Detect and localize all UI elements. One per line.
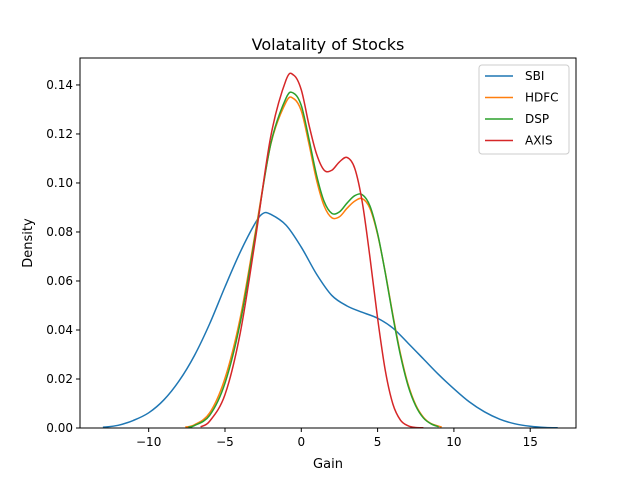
legend-label-dsp: DSP [525,112,549,126]
y-tick-label: 0.04 [46,323,73,337]
legend-label-sbi: SBI [525,69,544,83]
legend-items: SBI HDFC DSP AXIS [485,69,559,148]
x-tick-label: −5 [216,435,234,449]
y-tick-label: 0.02 [46,372,73,386]
series-line-sbi [102,211,558,429]
legend: SBI HDFC DSP AXIS [478,64,570,155]
series-layer [102,72,558,429]
legend-label-hdfc: HDFC [525,91,559,105]
legend-box [478,64,570,155]
x-axis: −10 −5 0 5 10 15 [136,428,538,449]
x-tick-label: 0 [297,435,305,449]
series-line-hdfc [185,96,442,428]
y-tick-label: 0.12 [46,127,73,141]
series-line-dsp [188,91,439,428]
series-line-axis [200,72,424,429]
y-tick-label: 0.14 [46,78,73,92]
x-tick-label: 10 [446,435,461,449]
x-tick-label: 15 [523,435,538,449]
x-tick-label: 5 [374,435,382,449]
y-tick-label: 0.00 [46,421,73,435]
plot-frame [79,57,577,429]
legend-label-axis: AXIS [525,134,553,148]
x-tick-label: −10 [136,435,161,449]
chart-title: Volatality of Stocks [252,35,405,54]
y-axis-label: Density [21,218,36,268]
y-tick-label: 0.08 [46,225,73,239]
x-axis-label: Gain [313,457,343,472]
y-axis: 0.00 0.02 0.04 0.06 0.08 0.10 0.12 0.14 [46,78,80,435]
y-tick-label: 0.10 [46,176,73,190]
y-tick-label: 0.06 [46,274,73,288]
